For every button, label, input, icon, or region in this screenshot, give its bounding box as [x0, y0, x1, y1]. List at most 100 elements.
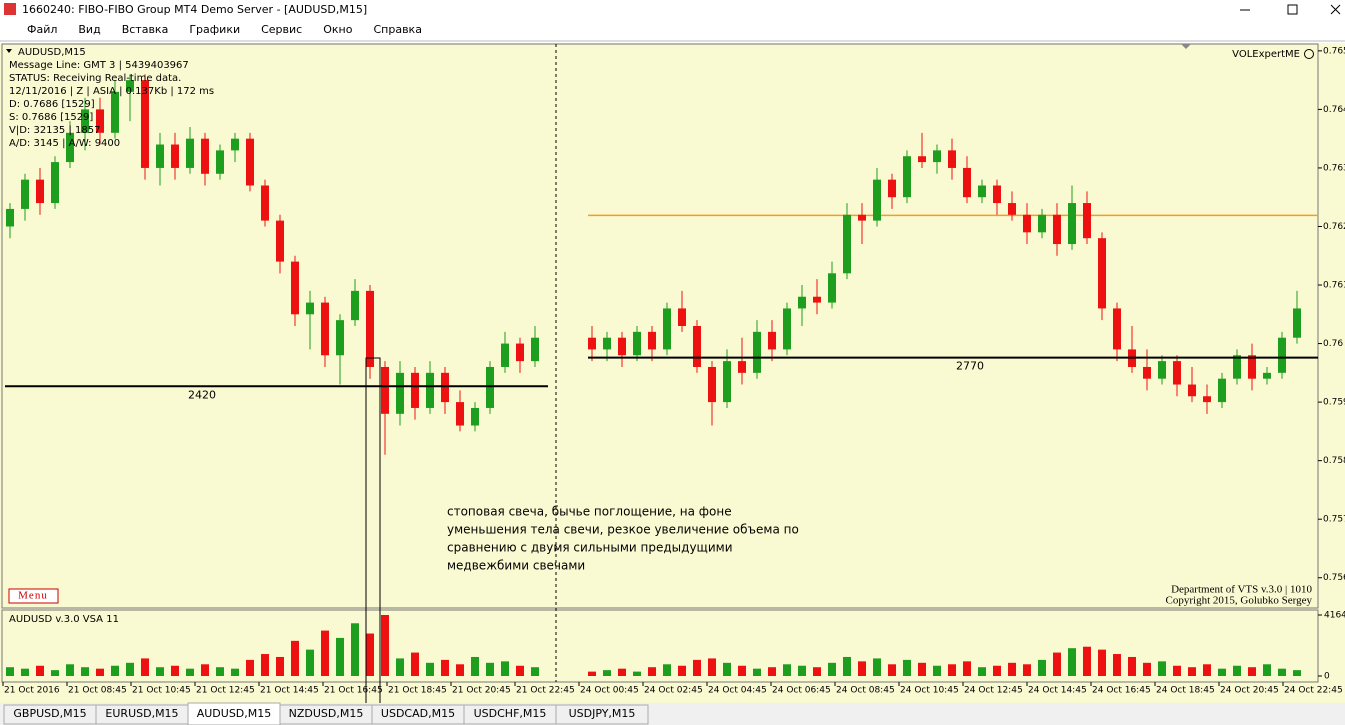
candle-body — [768, 331, 776, 350]
volume-bar — [678, 665, 686, 676]
volume-bar — [1068, 648, 1076, 676]
menu-item[interactable]: Графики — [189, 23, 240, 36]
candle-body — [321, 302, 329, 356]
menu-item[interactable]: Окно — [323, 23, 352, 36]
volume-bar — [798, 665, 806, 676]
candle-body — [993, 185, 1001, 204]
volume-level-label: 2770 — [956, 360, 984, 373]
x-tick-label: 24 Oct 10:45 — [900, 686, 959, 696]
tab-label[interactable]: USDCHF,M15 — [474, 707, 547, 720]
tab-label[interactable]: AUDUSD,M15 — [197, 707, 272, 720]
volume-bar — [1173, 665, 1181, 676]
volume-bar — [156, 667, 164, 676]
y-tick-label: 0.76 — [1323, 339, 1343, 349]
volume-bar — [261, 654, 269, 676]
volume-bar — [246, 659, 254, 676]
annotation-line: стоповая свеча, бычье поглощение, на фон… — [447, 505, 732, 519]
candle-body — [96, 109, 104, 133]
candle-body — [1098, 238, 1106, 309]
candle-body — [1248, 355, 1256, 379]
volume-bar — [903, 659, 911, 676]
candle-body — [111, 91, 119, 133]
candle-body — [1263, 372, 1271, 379]
candle-body — [903, 156, 911, 198]
candle-body — [291, 261, 299, 315]
volume-bar — [648, 667, 656, 676]
candle-body — [1008, 203, 1016, 215]
candle-body — [1188, 384, 1196, 397]
volume-bar — [978, 667, 986, 676]
menu: Файл Вид Вставка Графики Сервис Окно Справка — [27, 23, 422, 36]
candle-body — [1023, 214, 1031, 233]
chart-menu-arrow[interactable] — [6, 49, 12, 53]
close-button[interactable] — [1330, 4, 1341, 15]
x-tick-label: 24 Oct 20:45 — [1220, 686, 1279, 696]
x-tick-label: 24 Oct 22:45 — [1284, 686, 1343, 696]
candle-body — [471, 407, 479, 426]
candle-body — [918, 156, 926, 163]
expert-icon — [1304, 49, 1314, 59]
volume-bar — [918, 662, 926, 676]
menu-item[interactable]: Вид — [78, 23, 101, 36]
restore-button[interactable] — [1287, 4, 1298, 15]
volume-level-label: 2420 — [188, 388, 216, 401]
volume-bar — [693, 659, 701, 676]
candle-body — [693, 326, 701, 367]
candle-body — [618, 337, 626, 356]
x-tick-label: 21 Oct 2016 — [4, 686, 60, 696]
volume-bar — [426, 662, 434, 676]
candle-body — [1053, 214, 1061, 245]
tab-label[interactable]: GBPUSD,M15 — [13, 707, 86, 720]
candle-body — [1083, 203, 1091, 239]
volume-bar — [633, 671, 641, 676]
tab[interactable] — [555, 704, 649, 725]
y-tick-label: 0.757 — [1323, 515, 1345, 525]
volume-bar — [1008, 662, 1016, 676]
shift-marker — [1181, 44, 1191, 49]
menu-item[interactable]: Справка — [373, 23, 421, 36]
candle-body — [873, 179, 881, 221]
candle-body — [426, 372, 434, 408]
info-line: S: 0.7686 [1529] — [9, 112, 93, 123]
volume-panel-title: AUDUSD v.3.0 VSA 11 — [9, 614, 119, 625]
menu-button-label[interactable]: Menu — [18, 590, 48, 602]
volume-panel — [1, 609, 1319, 683]
menu-button[interactable] — [8, 588, 59, 604]
tab-label[interactable]: EURUSD,M15 — [105, 707, 178, 720]
title-bar — [0, 0, 1345, 19]
volume-bar — [1038, 659, 1046, 676]
y-tick-label: 0.758 — [1323, 456, 1345, 466]
candle-body — [201, 138, 209, 174]
volume-bar — [471, 656, 479, 676]
menu-item[interactable]: Файл — [27, 23, 57, 36]
volume-bar — [618, 668, 626, 676]
x-tick-label: 24 Oct 00:45 — [580, 686, 639, 696]
volume-bar — [201, 664, 209, 676]
candle-body — [141, 80, 149, 168]
candle-body — [798, 296, 806, 309]
x-tick-label: 21 Oct 14:45 — [260, 686, 319, 696]
info-line: STATUS: Receiving Real-time data. — [9, 73, 181, 84]
menu-item[interactable]: Вставка — [122, 23, 169, 36]
volume-bar — [813, 667, 821, 676]
tab-label[interactable]: USDJPY,M15 — [569, 707, 636, 720]
volume-bar — [1053, 652, 1061, 676]
candle-body — [723, 361, 731, 403]
candle-body — [1218, 378, 1226, 403]
volume-bar — [933, 665, 941, 676]
candle-body — [678, 308, 686, 326]
volume-bar — [531, 667, 539, 676]
tab-label[interactable]: USDCAD,M15 — [381, 707, 455, 720]
x-tick-label: 24 Oct 14:45 — [1028, 686, 1087, 696]
volume-bar — [126, 662, 134, 676]
volume-bar — [723, 662, 731, 676]
volume-bar — [276, 656, 284, 676]
menu-item[interactable]: Сервис — [261, 23, 302, 36]
volume-bar — [603, 670, 611, 676]
tab-label[interactable]: NZDUSD,M15 — [289, 707, 364, 720]
candle-body — [1203, 396, 1211, 403]
candle-body — [1278, 337, 1286, 373]
candle-body — [351, 290, 359, 321]
candle-body — [633, 331, 641, 356]
candle-body — [858, 214, 866, 221]
